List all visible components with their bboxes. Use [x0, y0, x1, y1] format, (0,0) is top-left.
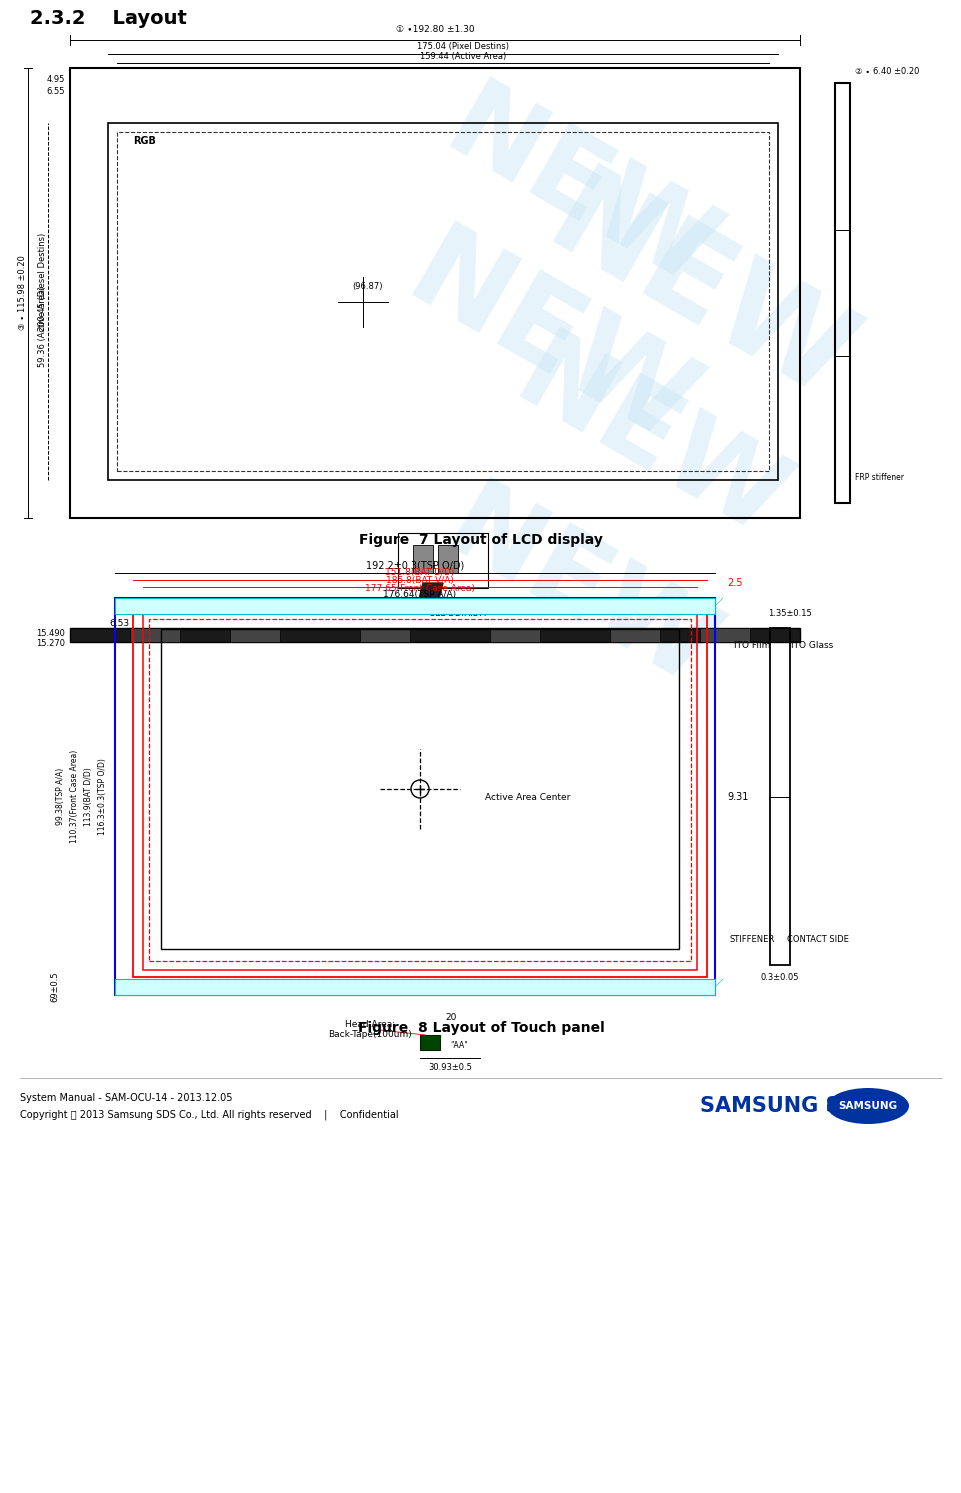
Text: FRP stiffener: FRP stiffener — [854, 473, 903, 482]
Text: ② ∙ 6.40 ±0.20: ② ∙ 6.40 ±0.20 — [854, 67, 919, 76]
Text: 4.95: 4.95 — [46, 76, 65, 85]
Text: 2.5: 2.5 — [727, 578, 742, 588]
Text: Figure  7 Layout of LCD display: Figure 7 Layout of LCD display — [358, 533, 603, 546]
Text: 69±0.5: 69±0.5 — [50, 972, 60, 1002]
Text: Copyright Ⓒ 2013 Samsung SDS Co., Ltd. All rights reserved    |    Confidential: Copyright Ⓒ 2013 Samsung SDS Co., Ltd. A… — [20, 1109, 398, 1120]
Text: 2.3.2    Layout: 2.3.2 Layout — [30, 9, 186, 27]
Text: ITO Film: ITO Film — [733, 642, 770, 651]
Text: 20: 20 — [445, 1012, 456, 1021]
Ellipse shape — [826, 1088, 908, 1124]
Text: 185.8(BAT V/A): 185.8(BAT V/A) — [385, 575, 454, 584]
Text: 192.2±0.3(TSP O/D): 192.2±0.3(TSP O/D) — [365, 560, 463, 570]
Bar — [398, 533, 487, 588]
Text: 177.65(Front Case Area): 177.65(Front Case Area) — [364, 584, 475, 593]
Text: 99.38(TSP A/A): 99.38(TSP A/A) — [57, 767, 65, 826]
Text: NEW: NEW — [528, 158, 872, 427]
Text: 1.35±0.15: 1.35±0.15 — [767, 609, 811, 618]
Bar — [437, 545, 457, 573]
Text: 151.8(BAT D/D): 151.8(BAT D/D) — [385, 569, 455, 578]
Bar — [143, 614, 697, 970]
Bar — [108, 122, 777, 481]
Bar — [412, 545, 432, 573]
Text: 159.44 (Active Area): 159.44 (Active Area) — [419, 52, 505, 61]
Polygon shape — [418, 582, 442, 603]
Text: 0.3±0.05: 0.3±0.05 — [760, 972, 799, 981]
Text: 116.3±0.3(TSP O/D): 116.3±0.3(TSP O/D) — [98, 758, 108, 835]
Text: SEE DETAIL A: SEE DETAIL A — [430, 609, 485, 618]
Text: NEW: NEW — [386, 216, 712, 470]
Bar — [700, 629, 750, 642]
Bar — [834, 84, 850, 503]
Bar — [115, 599, 714, 994]
Text: Figure  8 Layout of Touch panel: Figure 8 Layout of Touch panel — [357, 1021, 604, 1035]
Text: SAMSUNG: SAMSUNG — [838, 1100, 897, 1111]
Text: 110.37(Front Case Area): 110.37(Front Case Area) — [70, 749, 80, 844]
Text: 30.93±0.5: 30.93±0.5 — [428, 1063, 472, 1072]
Text: RGB: RGB — [133, 136, 156, 146]
Text: STIFFENER: STIFFENER — [728, 936, 774, 945]
Bar — [70, 69, 800, 518]
Bar — [609, 629, 659, 642]
Bar — [359, 629, 409, 642]
Text: NEW: NEW — [427, 73, 732, 312]
Text: CONTACT SIDE: CONTACT SIDE — [786, 936, 848, 945]
Bar — [130, 629, 180, 642]
Text: 9.31: 9.31 — [727, 791, 748, 802]
Text: System Manual - SAM-OCU-14 - 2013.12.05: System Manual - SAM-OCU-14 - 2013.12.05 — [20, 1093, 233, 1103]
Bar — [115, 979, 714, 994]
Text: (96.87): (96.87) — [353, 282, 382, 291]
Text: ITO Glass: ITO Glass — [790, 642, 832, 651]
Bar — [117, 131, 768, 470]
Bar — [149, 620, 690, 961]
Text: NEW: NEW — [427, 473, 732, 712]
Text: 113.9(BAT D/D): 113.9(BAT D/D) — [85, 767, 93, 826]
Text: 6.53: 6.53 — [110, 618, 130, 627]
Text: Active Area Center: Active Area Center — [484, 793, 570, 802]
Text: 15.270: 15.270 — [36, 639, 65, 648]
Text: 15.490: 15.490 — [37, 629, 65, 638]
Text: SAMSUNG SDS: SAMSUNG SDS — [700, 1096, 872, 1115]
Text: NEW: NEW — [497, 324, 802, 563]
Bar — [230, 629, 280, 642]
Text: ① ∙192.80 ±1.30: ① ∙192.80 ±1.30 — [395, 25, 474, 34]
Text: Head Area:
Back-Tape(100um): Head Area: Back-Tape(100um) — [328, 1020, 411, 1039]
Bar — [160, 629, 678, 950]
Text: 59.36 (Active Area): 59.36 (Active Area) — [38, 285, 47, 367]
Bar — [115, 599, 714, 614]
Bar — [133, 606, 706, 976]
Text: "AA": "AA" — [450, 1041, 467, 1050]
Text: 6.55: 6.55 — [46, 88, 65, 97]
Bar — [70, 629, 800, 642]
Text: 176.64(TSP A/A): 176.64(TSP A/A) — [383, 591, 456, 600]
Bar — [420, 1035, 439, 1050]
Bar — [769, 629, 789, 964]
Text: 200.45 (Diesel Destins): 200.45 (Diesel Destins) — [38, 233, 47, 330]
Text: ③ ∙ 115.98 ±0.20: ③ ∙ 115.98 ±0.20 — [18, 255, 28, 330]
Bar — [489, 629, 539, 642]
Text: 175.04 (Pixel Destins): 175.04 (Pixel Destins) — [416, 42, 508, 51]
